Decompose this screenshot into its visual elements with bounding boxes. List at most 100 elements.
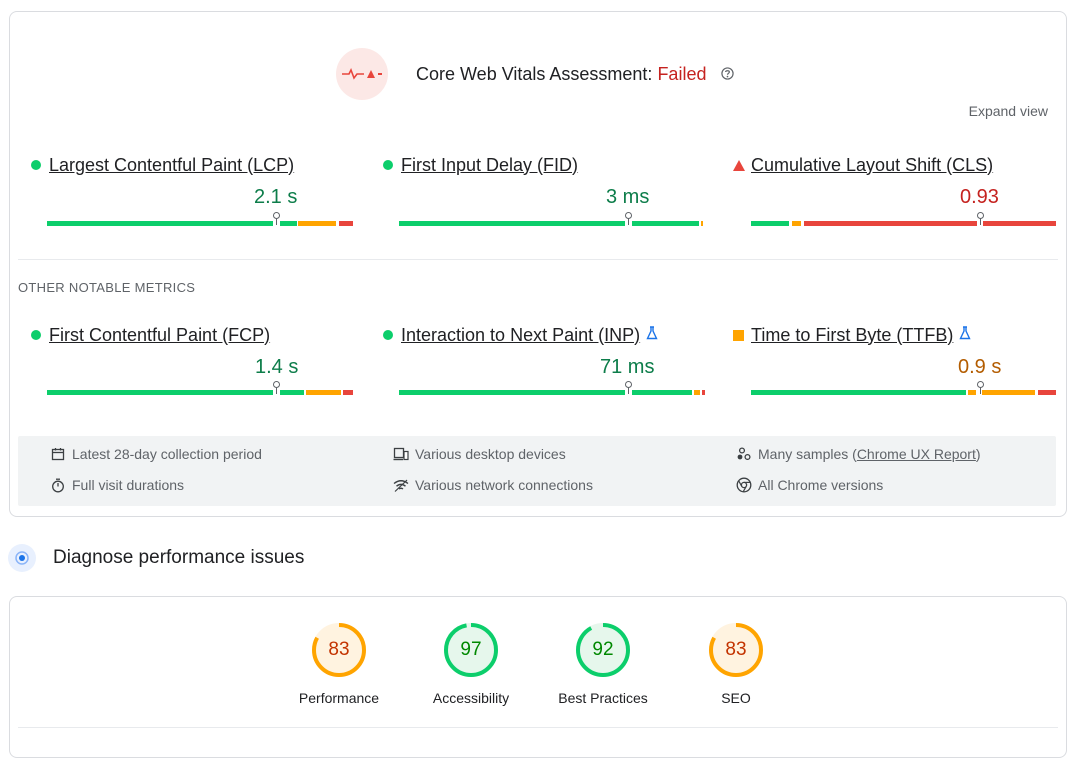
- metric-name-link[interactable]: Largest Contentful Paint (LCP): [49, 154, 295, 175]
- info-versions: All Chrome versions: [736, 477, 883, 493]
- p75-marker-head: [273, 381, 280, 388]
- metric-inp: Interaction to Next Paint (INP): [381, 324, 687, 346]
- p75-marker: [276, 217, 277, 225]
- average-indicator-icon: [733, 329, 744, 341]
- p75-marker: [276, 386, 277, 394]
- devices-icon: [393, 446, 409, 462]
- distribution-segment: [399, 390, 625, 395]
- distribution-bar: [751, 221, 1056, 226]
- score-best-practices[interactable]: 92 Best Practices: [543, 622, 663, 706]
- info-text: Full visit durations: [72, 477, 185, 493]
- distribution-segment: [399, 221, 625, 226]
- section-divider: [18, 259, 1058, 260]
- score-value: 97: [460, 639, 482, 660]
- expand-view-link[interactable]: Expand view: [968, 103, 1048, 119]
- p75-marker-head: [625, 381, 632, 388]
- score-ring-arc: [576, 623, 630, 677]
- distribution-bar: [399, 221, 705, 226]
- p75-marker: [628, 386, 629, 394]
- distribution-segment: [694, 390, 700, 395]
- distribution-segment: [968, 390, 976, 395]
- calendar-icon: [50, 446, 66, 462]
- lighthouse-icon: [8, 544, 36, 572]
- score-value: 83: [725, 639, 747, 660]
- distribution-segment: [751, 221, 789, 226]
- info-text: Various network connections: [415, 477, 593, 493]
- score-label: Accessibility: [432, 690, 510, 706]
- samples-icon: [736, 446, 752, 462]
- distribution-segment: [983, 221, 1056, 226]
- distribution-segment: [298, 221, 336, 226]
- metric-name-link[interactable]: Cumulative Layout Shift (CLS): [751, 154, 994, 175]
- info-text: All Chrome versions: [758, 477, 884, 493]
- p75-marker: [628, 217, 629, 225]
- metric-value: 1.4 s: [255, 356, 299, 378]
- experimental-flask-icon: [959, 325, 971, 345]
- network-icon: [393, 477, 409, 493]
- assessment-failed-icon: [336, 48, 388, 100]
- distribution-segment: [751, 390, 966, 395]
- metric-name-link[interactable]: First Input Delay (FID): [401, 154, 579, 175]
- distribution-segment: [306, 390, 341, 395]
- chrome-ux-report-link[interactable]: Chrome UX Report: [856, 446, 976, 462]
- score-label: Best Practices: [558, 690, 648, 706]
- metric-name-link[interactable]: Time to First Byte (TTFB): [751, 324, 954, 345]
- distribution-segment: [632, 221, 699, 226]
- metric-ttfb: Time to First Byte (TTFB): [732, 324, 1038, 346]
- info-text: ): [975, 446, 981, 462]
- help-icon[interactable]: [721, 64, 735, 85]
- distribution-bar: [47, 221, 353, 226]
- poor-indicator-icon: [733, 159, 745, 171]
- assessment-title: Core Web Vitals Assessment: Failed: [416, 63, 735, 85]
- metric-name-link[interactable]: Interaction to Next Paint (INP): [401, 324, 641, 345]
- distribution-segment: [339, 221, 353, 226]
- good-indicator-icon: [383, 330, 393, 340]
- p75-marker-head: [977, 381, 984, 388]
- metric-cls: Cumulative Layout Shift (CLS): [732, 154, 1038, 176]
- score-ring: [576, 623, 630, 677]
- metric-value: 0.93: [960, 186, 999, 208]
- metric-fid: First Input Delay (FID): [381, 154, 687, 176]
- metric-value: 2.1 s: [254, 186, 298, 208]
- assessment-header: Core Web Vitals Assessment: Failed: [336, 48, 735, 100]
- score-value: 83: [328, 639, 350, 660]
- p75-marker-head: [273, 212, 280, 219]
- score-ring-arc: [312, 623, 366, 677]
- p75-marker-head: [625, 212, 632, 219]
- distribution-segment: [343, 390, 353, 395]
- stopwatch-icon: [50, 477, 66, 493]
- good-indicator-icon: [383, 160, 393, 170]
- score-label: SEO: [721, 690, 751, 706]
- distribution-segment: [702, 390, 705, 395]
- other-metrics-heading: OTHER NOTABLE METRICS: [18, 280, 196, 295]
- score-seo[interactable]: 83 SEO: [676, 622, 796, 706]
- score-ring-arc: [709, 623, 763, 677]
- lighthouse-scores-card: 83 Performance 97 Accessibility 92 Best Pra…: [9, 596, 1067, 758]
- diagnose-section-header: Diagnose performance issues: [8, 544, 304, 572]
- info-network: Various network connections: [393, 477, 593, 493]
- score-ring-arc: [444, 623, 498, 677]
- info-devices: Various desktop devices: [393, 446, 566, 462]
- info-period: Latest 28-day collection period: [50, 446, 262, 462]
- distribution-bar: [47, 390, 353, 395]
- metric-value: 3 ms: [606, 186, 650, 208]
- distribution-segment: [632, 390, 692, 395]
- distribution-bar: [399, 390, 705, 395]
- section-divider: [18, 727, 1058, 728]
- score-ring: [444, 623, 498, 677]
- distribution-segment: [701, 221, 703, 226]
- p75-marker: [980, 386, 981, 394]
- score-performance[interactable]: 83 Performance: [279, 622, 399, 706]
- distribution-segment: [47, 390, 273, 395]
- experimental-flask-icon: [646, 325, 658, 345]
- p75-marker-head: [977, 212, 984, 219]
- score-value: 92: [592, 639, 614, 660]
- score-accessibility[interactable]: 97 Accessibility: [411, 622, 531, 706]
- metric-fcp: First Contentful Paint (FCP): [29, 324, 335, 346]
- assessment-label: Core Web Vitals Assessment:: [416, 63, 658, 84]
- diagnose-title: Diagnose performance issues: [53, 547, 305, 568]
- core-web-vitals-card: Core Web Vitals Assessment: Failed Expan…: [9, 11, 1067, 517]
- metric-value: 71 ms: [600, 356, 655, 378]
- metric-name-link[interactable]: First Contentful Paint (FCP): [49, 324, 271, 345]
- info-durations: Full visit durations: [50, 477, 184, 493]
